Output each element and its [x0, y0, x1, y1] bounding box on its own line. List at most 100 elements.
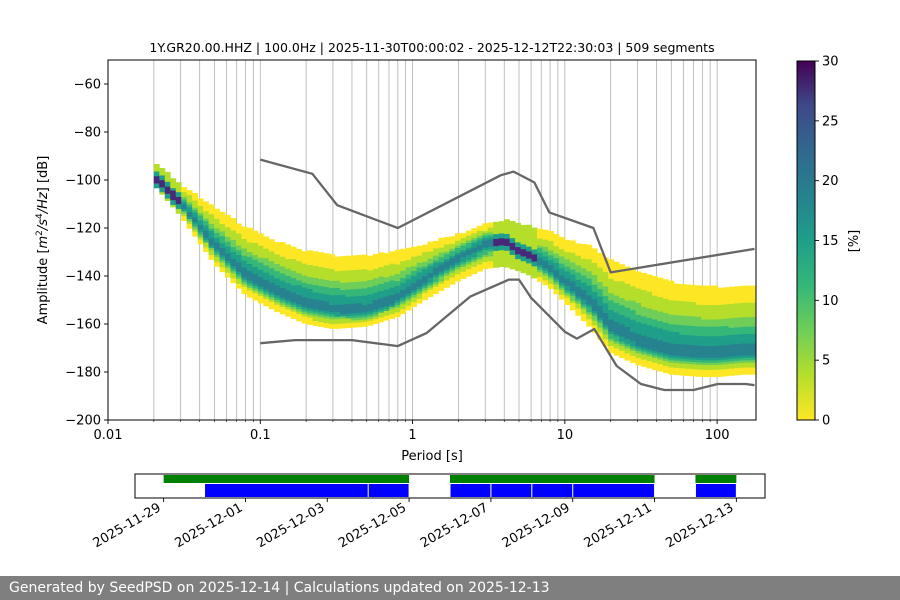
heat-cell	[433, 250, 439, 254]
heat-cell	[175, 194, 182, 197]
heat-cell	[252, 266, 259, 270]
heat-cell	[257, 259, 264, 263]
heat-cell	[482, 264, 489, 267]
heat-cell	[739, 292, 746, 296]
heat-cell	[690, 325, 697, 329]
heat-cell	[230, 273, 237, 276]
heat-cell	[750, 362, 756, 366]
heat-cell	[279, 278, 286, 281]
heat-cell	[750, 324, 756, 327]
heat-cell	[318, 300, 324, 303]
heat-cell	[668, 302, 675, 306]
heat-cell	[651, 324, 658, 327]
heat-cell	[197, 236, 204, 240]
heat-cell	[690, 301, 697, 305]
heat-cell	[750, 328, 756, 332]
heat-cell	[575, 279, 582, 283]
heat-cell	[186, 197, 193, 200]
heat-cell	[684, 294, 691, 297]
heat-cell	[383, 272, 390, 275]
y-axis-label: Amplitude [m2/s4/Hz] [dB]	[35, 156, 51, 325]
heat-cell	[449, 255, 456, 259]
heat-cell	[597, 303, 604, 306]
heat-cell	[580, 289, 587, 293]
heat-cell	[394, 261, 401, 265]
heat-cell	[662, 298, 669, 302]
heat-cell	[575, 301, 582, 304]
heat-cell	[641, 313, 647, 317]
heat-cell	[285, 309, 292, 312]
heat-cell	[290, 275, 297, 279]
heat-cell	[323, 306, 330, 309]
heat-cell	[673, 360, 680, 364]
heat-cell	[498, 261, 505, 265]
heat-cell	[252, 237, 259, 241]
heat-cell	[537, 238, 543, 241]
heat-cell	[367, 274, 374, 278]
heat-cell	[257, 300, 264, 304]
heat-cell	[307, 279, 313, 282]
heat-cell	[383, 310, 390, 314]
heat-cell	[657, 328, 664, 331]
heat-cell	[564, 273, 571, 277]
heat-cell	[400, 287, 407, 290]
heat-cell	[427, 287, 434, 290]
heat-cell	[745, 333, 751, 337]
heat-cell	[619, 288, 626, 291]
heat-cell	[646, 358, 653, 362]
heat-cell	[290, 251, 297, 255]
heat-cell	[225, 241, 231, 245]
heat-cell	[547, 286, 554, 289]
heat-cell	[235, 266, 242, 270]
heat-cell	[657, 323, 664, 326]
heat-cell	[608, 324, 615, 327]
heat-cell	[405, 269, 412, 273]
heat-cell	[318, 312, 324, 315]
heat-cell	[443, 256, 450, 259]
heat-cell	[334, 316, 341, 320]
heat-cell	[471, 240, 478, 243]
heat-cell	[547, 259, 554, 263]
heat-cell	[651, 316, 658, 320]
heat-cell	[252, 273, 259, 277]
heat-cell	[608, 316, 615, 320]
heat-cell	[624, 324, 631, 327]
heat-cell	[613, 300, 620, 303]
heat-cell	[597, 322, 604, 326]
heat-cell	[739, 290, 746, 294]
heat-cell	[230, 275, 237, 279]
heat-cell	[695, 314, 702, 317]
heat-cell	[350, 286, 357, 290]
heat-cell	[449, 267, 456, 271]
heat-cell	[400, 275, 407, 278]
heat-cell	[597, 298, 604, 302]
heat-cell	[356, 276, 363, 280]
heat-cell	[591, 248, 598, 252]
heat-cell	[356, 324, 363, 328]
heat-cell	[476, 225, 483, 229]
heat-cell	[537, 264, 543, 268]
heat-cell	[274, 270, 281, 274]
heat-cell	[701, 321, 708, 325]
heat-cell	[433, 252, 439, 256]
heat-cell	[706, 285, 713, 289]
heat-cell	[734, 363, 740, 366]
heat-cell	[367, 294, 374, 297]
heat-cell	[706, 321, 713, 325]
heat-cell	[586, 311, 593, 315]
heat-cell	[339, 301, 346, 305]
heat-cell	[608, 261, 615, 265]
heat-cell	[673, 319, 680, 323]
heat-cell	[208, 218, 215, 222]
heat-cell	[531, 270, 538, 274]
heat-cell	[307, 300, 313, 304]
heat-cell	[668, 369, 675, 373]
heat-cell	[739, 355, 746, 359]
heat-cell	[219, 247, 226, 251]
heat-cell	[389, 282, 396, 286]
heat-cell	[641, 282, 647, 286]
heat-cell	[684, 318, 691, 321]
heat-cell	[734, 298, 740, 301]
heat-cell	[619, 348, 626, 351]
heat-cell	[285, 253, 292, 257]
